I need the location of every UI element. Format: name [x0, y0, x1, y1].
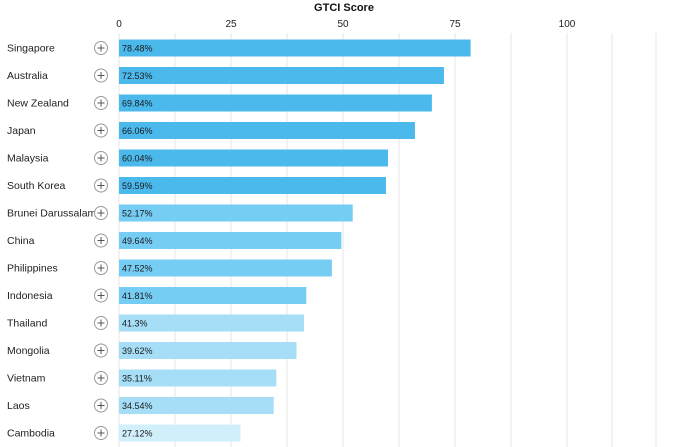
category-label: Singapore	[7, 43, 55, 55]
bar[interactable]	[119, 287, 307, 304]
bar-value-label: 60.04%	[122, 154, 153, 164]
bar-value-label: 39.62%	[122, 346, 153, 356]
bar[interactable]	[119, 369, 277, 387]
category-label: Mongolia	[7, 345, 50, 357]
bar[interactable]	[119, 122, 415, 139]
bar-row: Vietnam 35.11%	[7, 369, 277, 387]
bar-row: Indonesia 41.81%	[7, 287, 307, 304]
x-axis-ticks: 0 25 50 75 100	[116, 19, 576, 30]
expand-row-button[interactable]	[94, 371, 108, 385]
bar-value-label: 66.06%	[122, 126, 153, 136]
bar[interactable]	[119, 259, 332, 277]
bar-value-label: 34.54%	[122, 401, 153, 411]
x-tick-label: 75	[449, 19, 461, 30]
bar[interactable]	[119, 94, 432, 112]
bar-row: Laos 34.54%	[7, 397, 274, 414]
x-tick-label: 100	[559, 19, 576, 30]
expand-row-button[interactable]	[94, 343, 108, 358]
bar-value-label: 41.3%	[122, 319, 148, 329]
expand-row-button[interactable]	[94, 178, 108, 193]
expand-row-button[interactable]	[94, 41, 108, 55]
bar[interactable]	[119, 314, 305, 332]
expand-row-button[interactable]	[94, 261, 108, 275]
bar-row: China 49.64%	[7, 232, 342, 249]
bar-row: Thailand 41.3%	[7, 314, 305, 332]
bar-value-label: 41.81%	[122, 291, 153, 301]
bar-value-label: 52.17%	[122, 209, 153, 219]
category-label: New Zealand	[7, 98, 69, 110]
category-label: Indonesia	[7, 290, 53, 302]
category-label: Thailand	[7, 318, 47, 330]
expand-row-button[interactable]	[94, 68, 108, 83]
category-label: China	[7, 235, 35, 247]
expand-row-button[interactable]	[94, 398, 108, 413]
bar-value-label: 72.53%	[122, 71, 153, 81]
expand-row-button[interactable]	[94, 233, 108, 248]
bar[interactable]	[119, 149, 388, 167]
bar[interactable]	[119, 424, 241, 442]
category-label: Japan	[7, 125, 36, 137]
x-tick-label: 0	[116, 19, 122, 30]
bar-row: Mongolia 39.62%	[7, 342, 297, 359]
expand-row-button[interactable]	[94, 151, 108, 165]
category-label: Cambodia	[7, 428, 55, 440]
expand-row-button[interactable]	[94, 206, 108, 220]
bar-value-label: 35.11%	[122, 374, 152, 384]
bar-value-label: 69.84%	[122, 99, 153, 109]
bar-row: Australia 72.53%	[7, 67, 444, 84]
bar-row: Malaysia 60.04%	[7, 149, 388, 167]
category-label: South Korea	[7, 180, 66, 192]
category-label: Brunei Darussalam	[7, 208, 97, 220]
bar[interactable]	[119, 177, 386, 194]
bar[interactable]	[119, 67, 444, 84]
bar[interactable]	[119, 232, 342, 249]
bar-row: Philippines 47.52%	[7, 259, 332, 277]
bar-row: New Zealand 69.84%	[7, 94, 432, 112]
expand-row-button[interactable]	[94, 316, 108, 330]
expand-row-button[interactable]	[94, 96, 108, 110]
bar-rows: Singapore 78.48% Australia 72.53% New Zealan…	[7, 39, 471, 442]
bar-row: Japan 66.06%	[7, 122, 415, 139]
bar-row: Singapore 78.48%	[7, 39, 471, 57]
bar-value-label: 47.52%	[122, 264, 153, 274]
bar-value-label: 59.59%	[122, 181, 153, 191]
category-label: Vietnam	[7, 373, 46, 385]
expand-row-button[interactable]	[94, 288, 108, 303]
category-label: Laos	[7, 400, 30, 412]
expand-row-button[interactable]	[94, 123, 108, 138]
bar-value-label: 49.64%	[122, 236, 153, 246]
x-tick-label: 50	[337, 19, 349, 30]
bar[interactable]	[119, 397, 274, 414]
category-label: Malaysia	[7, 153, 49, 165]
bar-value-label: 27.12%	[122, 429, 153, 439]
axis-title: GTCI Score	[314, 2, 374, 14]
bar[interactable]	[119, 204, 353, 222]
bar-row: Cambodia 27.12%	[7, 424, 241, 442]
category-label: Philippines	[7, 263, 58, 275]
bar-value-label: 78.48%	[122, 44, 153, 54]
bar-row: South Korea 59.59%	[7, 177, 386, 194]
bar[interactable]	[119, 342, 297, 359]
expand-row-button[interactable]	[94, 426, 108, 440]
category-label: Australia	[7, 70, 48, 82]
x-tick-label: 25	[225, 19, 237, 30]
bar[interactable]	[119, 39, 471, 57]
bar-row: Brunei Darussalam 52.17%	[7, 204, 353, 222]
